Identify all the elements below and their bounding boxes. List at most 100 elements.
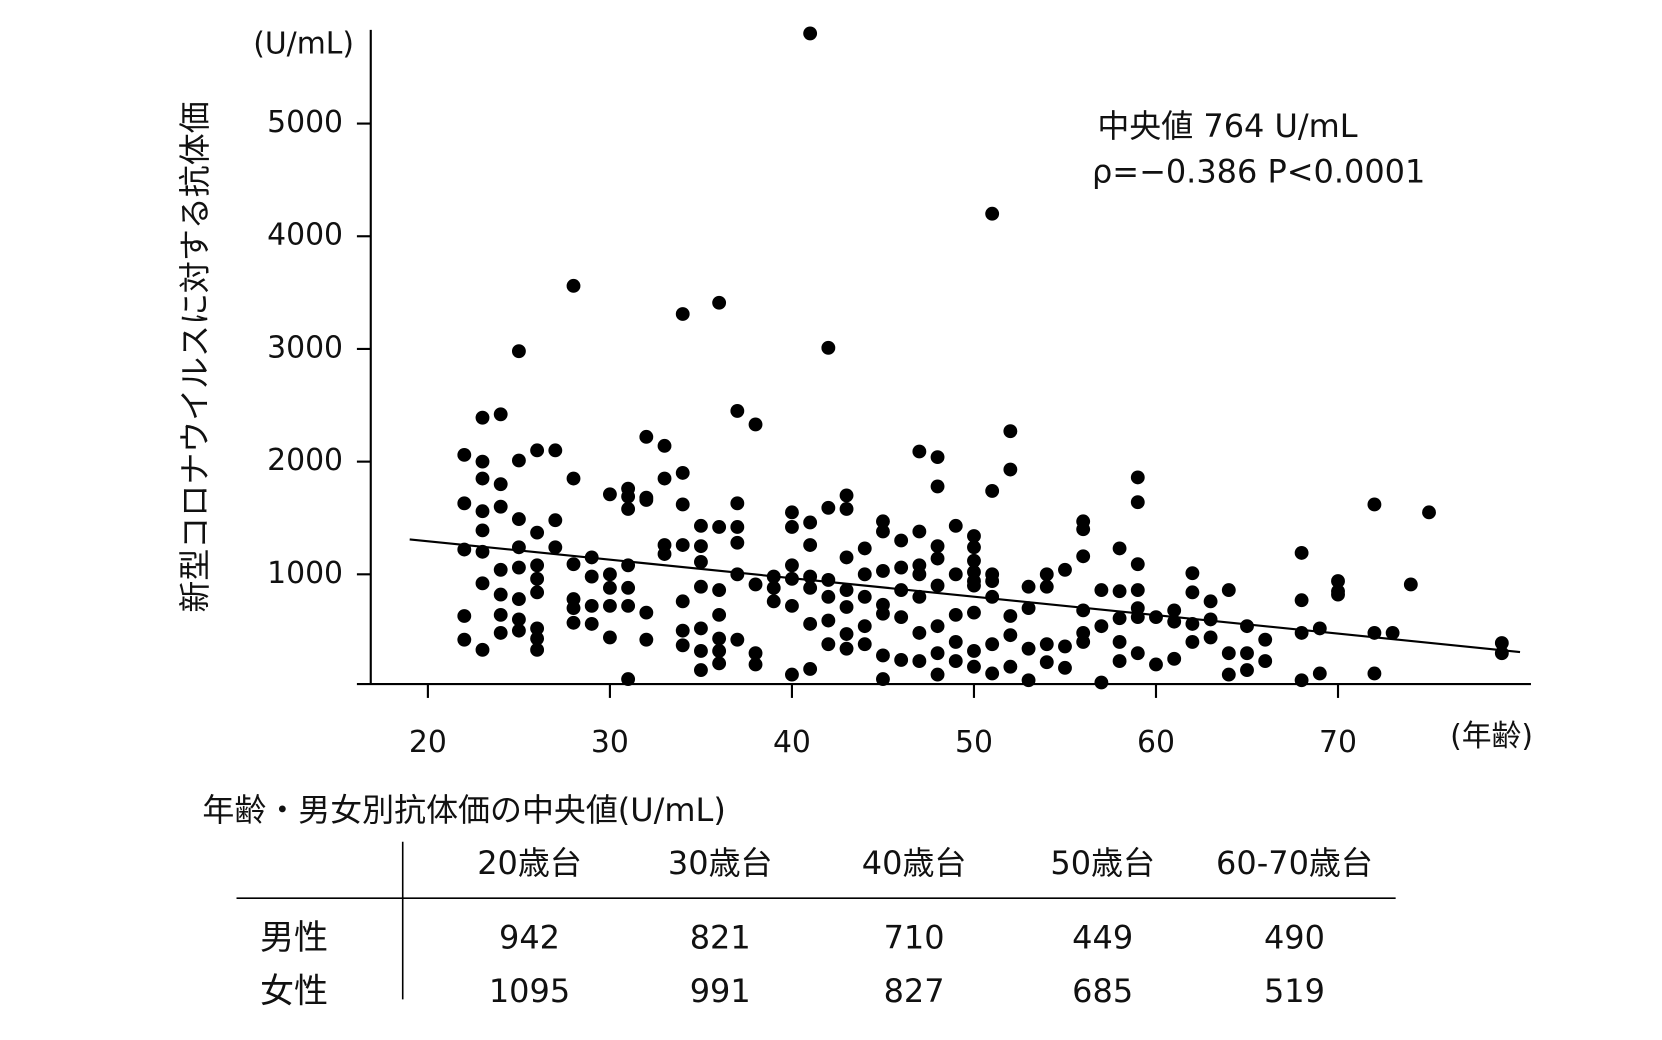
point bbox=[511, 344, 526, 359]
y-unit: (U/mL) bbox=[253, 26, 354, 61]
point bbox=[1240, 619, 1254, 634]
point bbox=[1185, 566, 1200, 581]
point bbox=[803, 662, 818, 676]
point bbox=[530, 585, 545, 600]
point bbox=[1167, 603, 1182, 618]
point bbox=[548, 443, 563, 458]
point bbox=[1149, 610, 1163, 625]
point bbox=[839, 641, 854, 656]
point bbox=[1076, 549, 1091, 564]
point bbox=[511, 623, 526, 638]
point bbox=[511, 592, 526, 607]
point bbox=[712, 520, 727, 534]
point bbox=[785, 505, 799, 520]
point bbox=[930, 619, 945, 634]
point bbox=[748, 417, 763, 432]
point bbox=[839, 583, 854, 598]
point bbox=[493, 625, 508, 640]
annotation: ρ=−0.386 P<0.0001 bbox=[1092, 153, 1425, 191]
point bbox=[621, 502, 636, 516]
point bbox=[566, 278, 581, 293]
point bbox=[1112, 541, 1127, 556]
point bbox=[912, 589, 927, 604]
point bbox=[1058, 660, 1072, 675]
point bbox=[1130, 646, 1145, 661]
point bbox=[1021, 579, 1036, 594]
point bbox=[1058, 639, 1072, 654]
point bbox=[803, 26, 818, 41]
point bbox=[1130, 583, 1145, 598]
x-tick-label: 40 bbox=[773, 725, 811, 760]
point bbox=[1258, 654, 1273, 669]
point bbox=[1058, 562, 1072, 577]
point bbox=[602, 598, 617, 613]
point bbox=[1185, 585, 1200, 600]
point bbox=[675, 594, 690, 609]
point bbox=[712, 644, 727, 658]
x-tick-label: 50 bbox=[955, 725, 993, 760]
point bbox=[1294, 673, 1309, 688]
table-cell: 821 bbox=[690, 919, 751, 957]
point bbox=[948, 518, 963, 533]
point bbox=[1112, 611, 1127, 626]
point bbox=[602, 487, 617, 502]
point bbox=[857, 619, 872, 634]
point bbox=[985, 637, 1000, 652]
point bbox=[1240, 663, 1254, 678]
point bbox=[1185, 616, 1200, 631]
point bbox=[584, 598, 599, 613]
point bbox=[839, 488, 854, 503]
point bbox=[1312, 666, 1327, 681]
point bbox=[566, 615, 581, 630]
point bbox=[1130, 557, 1145, 572]
point bbox=[821, 500, 836, 515]
point bbox=[730, 403, 745, 418]
point bbox=[1221, 646, 1236, 661]
x-unit: (年齢) bbox=[1450, 719, 1533, 754]
point bbox=[894, 653, 909, 667]
point bbox=[1094, 619, 1109, 634]
point bbox=[511, 612, 526, 627]
point bbox=[675, 623, 690, 638]
x-tick-label: 70 bbox=[1319, 725, 1357, 760]
point bbox=[657, 471, 672, 486]
y-tick-label: 5000 bbox=[267, 105, 343, 140]
point bbox=[839, 502, 854, 516]
point bbox=[876, 648, 890, 663]
point bbox=[675, 307, 690, 321]
point bbox=[639, 632, 654, 647]
point bbox=[1240, 646, 1254, 661]
point bbox=[821, 340, 836, 355]
point bbox=[602, 630, 617, 645]
point bbox=[694, 621, 708, 636]
point bbox=[602, 567, 617, 582]
point bbox=[1294, 593, 1309, 608]
point bbox=[639, 493, 654, 507]
point bbox=[493, 607, 508, 622]
point bbox=[621, 672, 636, 687]
point bbox=[530, 631, 545, 646]
column-header: 50歳台 bbox=[1050, 844, 1155, 882]
point bbox=[530, 525, 545, 540]
point bbox=[967, 644, 981, 658]
point bbox=[475, 471, 490, 486]
point bbox=[694, 554, 708, 569]
point bbox=[876, 564, 890, 578]
point bbox=[876, 672, 890, 687]
point bbox=[621, 598, 636, 613]
point bbox=[857, 567, 872, 582]
point bbox=[785, 520, 799, 534]
point bbox=[457, 496, 472, 511]
point bbox=[511, 540, 526, 555]
y-tick-label: 1000 bbox=[267, 556, 343, 591]
point bbox=[821, 573, 836, 587]
point bbox=[912, 444, 927, 459]
point bbox=[1203, 630, 1218, 645]
point bbox=[511, 560, 526, 575]
point bbox=[1076, 603, 1091, 618]
point bbox=[694, 518, 708, 533]
point bbox=[912, 654, 927, 669]
point bbox=[712, 583, 727, 598]
